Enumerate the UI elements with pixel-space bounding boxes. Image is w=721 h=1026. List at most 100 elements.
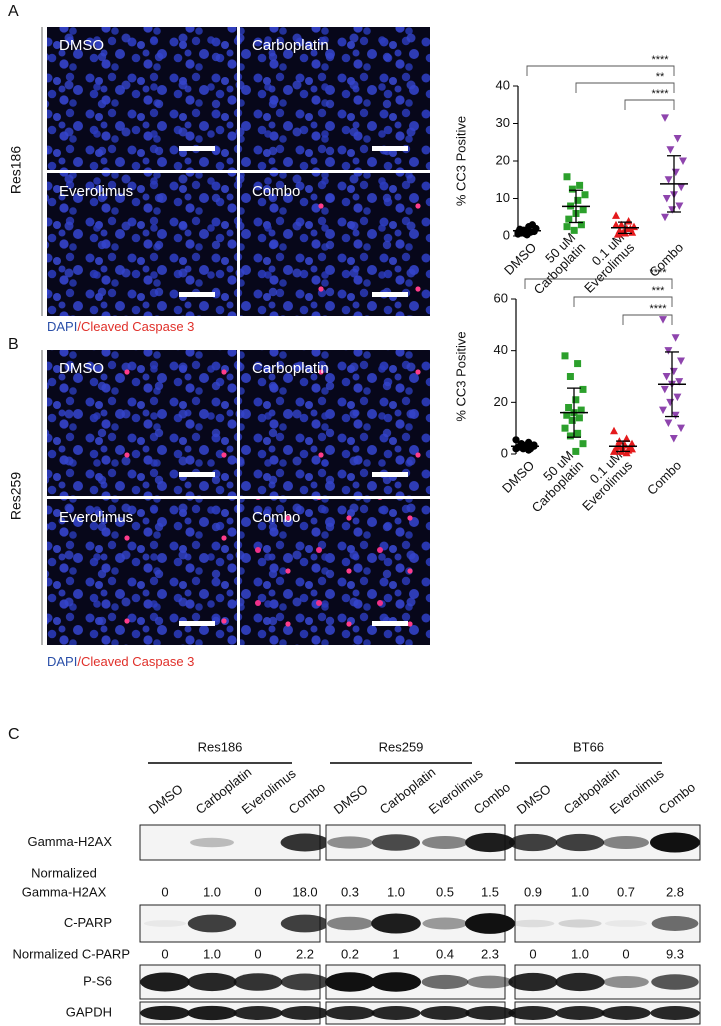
caspase-layer	[240, 499, 430, 645]
scale-bar	[179, 472, 215, 477]
lane-label: Combo	[656, 779, 698, 817]
band	[603, 836, 649, 849]
band	[187, 914, 237, 933]
data-point	[512, 436, 520, 444]
data-point	[572, 447, 580, 455]
band	[465, 832, 515, 853]
data-point	[563, 223, 571, 231]
y-tick-label: 10	[496, 190, 510, 205]
data-point	[566, 432, 574, 440]
band	[140, 1005, 190, 1021]
significance-label: ****	[651, 54, 669, 66]
band	[421, 974, 469, 990]
band	[511, 919, 555, 928]
scale-bar	[179, 146, 215, 151]
panel-label: A	[8, 3, 19, 20]
band	[555, 1006, 605, 1020]
significance-label: ****	[649, 303, 667, 315]
band	[280, 833, 330, 852]
row-label: Normalized	[31, 865, 97, 880]
y-tick-label: 0	[503, 227, 510, 242]
band	[465, 1006, 515, 1020]
lane-label: DMSO	[514, 781, 554, 817]
data-point	[622, 434, 631, 442]
y-tick-label: 30	[496, 115, 510, 130]
y-tick-label: 0	[501, 445, 508, 460]
band	[650, 1006, 700, 1020]
data-point	[561, 352, 569, 360]
scale-bar	[372, 621, 408, 626]
data-point	[612, 220, 620, 229]
data-point	[677, 183, 686, 192]
data-point	[673, 393, 682, 402]
data-point	[568, 416, 576, 424]
lane-label: DMSO	[331, 781, 371, 817]
data-point	[612, 211, 620, 219]
row-label: P-S6	[83, 973, 112, 988]
normalized-value: 0.5	[436, 884, 454, 899]
band	[558, 919, 602, 928]
image-label: Carboplatin	[252, 360, 329, 377]
data-point	[624, 217, 633, 225]
data-point	[561, 424, 569, 432]
normalized-value: 2.3	[481, 946, 499, 961]
data-point	[669, 435, 678, 443]
band	[555, 833, 605, 852]
band	[465, 913, 515, 934]
image-label: Combo	[252, 183, 300, 200]
x-tick-line: DMSO	[501, 240, 539, 278]
x-tick-line: DMSO	[499, 458, 537, 496]
normalized-value: 1.0	[571, 946, 589, 961]
data-point	[576, 181, 584, 189]
data-point	[622, 448, 631, 457]
lane-label: DMSO	[146, 781, 186, 817]
data-point	[677, 357, 685, 365]
significance-label: ****	[651, 88, 669, 100]
significance-bracket	[622, 314, 673, 325]
data-point	[671, 168, 680, 177]
significance-label: ***	[652, 285, 666, 297]
data-point	[677, 424, 685, 433]
normalized-value: 1.5	[481, 884, 499, 899]
caption-dapi: DAPI	[47, 319, 77, 334]
normalized-value: 0	[529, 946, 536, 961]
image-label: Everolimus	[59, 509, 133, 526]
panel-label: C	[8, 726, 20, 743]
significance-label: ****	[649, 267, 667, 279]
band	[651, 916, 699, 931]
band	[190, 837, 234, 848]
scale-bar	[372, 472, 408, 477]
data-point	[579, 206, 587, 214]
normalized-value: 0	[254, 946, 261, 961]
normalized-value: 1.0	[203, 884, 221, 899]
normalized-value: 0.4	[436, 946, 454, 961]
normalized-value: 0	[161, 884, 168, 899]
band	[422, 836, 468, 849]
normalized-value: 1.0	[203, 946, 221, 961]
x-tick-label: DMSO	[499, 458, 537, 496]
data-point	[572, 396, 580, 404]
caspase-layer	[47, 350, 237, 496]
data-point	[664, 347, 673, 355]
x-tick-line: Combo	[644, 458, 684, 498]
data-point	[575, 414, 583, 422]
data-point	[565, 215, 573, 223]
band	[280, 1006, 330, 1020]
band	[233, 973, 283, 991]
image-label: Carboplatin	[252, 37, 329, 54]
data-point	[610, 426, 618, 435]
scale-bar	[179, 292, 215, 297]
data-point	[574, 196, 582, 204]
data-point	[566, 373, 574, 380]
data-point	[664, 176, 673, 184]
image-label: Everolimus	[59, 183, 133, 200]
band	[420, 1006, 470, 1020]
significance-bracket	[573, 296, 673, 307]
y-axis-label: % CC3 Positive	[453, 116, 468, 206]
band	[651, 974, 699, 990]
band	[325, 972, 375, 992]
row-label: Res186	[8, 146, 24, 194]
band	[280, 973, 330, 991]
